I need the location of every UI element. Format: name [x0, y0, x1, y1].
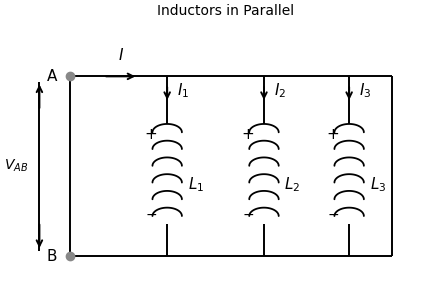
Text: $L_3$: $L_3$	[370, 175, 386, 194]
Text: −: −	[146, 208, 157, 222]
Text: $I$: $I$	[118, 47, 124, 63]
Text: +: +	[327, 127, 340, 142]
Title: Inductors in Parallel: Inductors in Parallel	[157, 4, 294, 18]
Text: +: +	[145, 127, 157, 142]
Text: +: +	[242, 127, 254, 142]
Text: $L_2$: $L_2$	[285, 175, 301, 194]
Text: −: −	[243, 208, 254, 222]
Text: A: A	[47, 69, 57, 84]
Text: $L_1$: $L_1$	[188, 175, 204, 194]
Text: B: B	[47, 248, 57, 264]
Text: $I_1$: $I_1$	[177, 81, 189, 100]
Text: $V_{AB}$: $V_{AB}$	[3, 158, 28, 174]
Text: −: −	[328, 208, 340, 222]
Text: $I_3$: $I_3$	[359, 81, 371, 100]
Text: $I_2$: $I_2$	[274, 81, 286, 100]
